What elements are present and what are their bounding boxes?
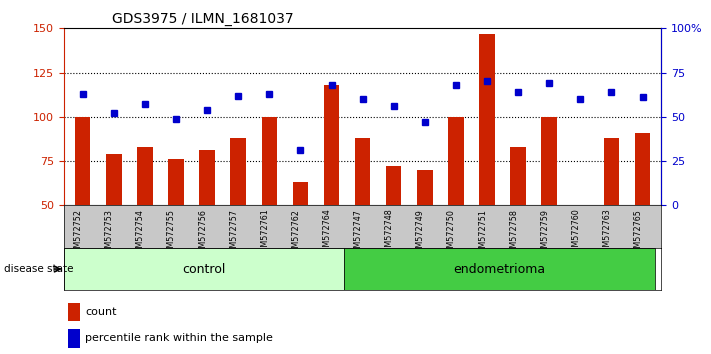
Bar xyxy=(68,329,80,348)
Bar xyxy=(572,205,588,209)
Text: GSM572759: GSM572759 xyxy=(540,209,549,258)
Bar xyxy=(324,85,339,205)
Bar xyxy=(137,147,153,205)
Text: GSM572756: GSM572756 xyxy=(198,209,207,258)
Text: GSM572747: GSM572747 xyxy=(353,209,363,258)
Bar xyxy=(448,117,464,205)
Text: GSM572764: GSM572764 xyxy=(323,209,331,257)
Text: GSM572749: GSM572749 xyxy=(416,209,424,258)
Bar xyxy=(293,182,308,205)
Bar xyxy=(355,138,370,205)
Bar xyxy=(230,138,246,205)
Bar xyxy=(262,117,277,205)
Text: GSM572761: GSM572761 xyxy=(260,209,269,257)
Text: endometrioma: endometrioma xyxy=(454,263,545,275)
Text: GSM572748: GSM572748 xyxy=(385,209,394,257)
Text: GSM572763: GSM572763 xyxy=(602,209,611,257)
Text: GSM572757: GSM572757 xyxy=(229,209,238,258)
Text: GSM572755: GSM572755 xyxy=(167,209,176,258)
Text: percentile rank within the sample: percentile rank within the sample xyxy=(85,333,273,343)
Bar xyxy=(604,138,619,205)
Bar xyxy=(75,117,90,205)
Bar xyxy=(344,248,655,290)
Bar xyxy=(106,154,122,205)
Bar xyxy=(510,147,526,205)
Text: control: control xyxy=(182,263,225,275)
Text: GSM572760: GSM572760 xyxy=(572,209,580,257)
Bar xyxy=(64,248,344,290)
Text: GSM572752: GSM572752 xyxy=(74,209,82,258)
Text: GSM572753: GSM572753 xyxy=(105,209,114,258)
Text: GSM572765: GSM572765 xyxy=(634,209,643,258)
Bar xyxy=(199,150,215,205)
Bar xyxy=(479,34,495,205)
Bar xyxy=(386,166,402,205)
Text: GSM572751: GSM572751 xyxy=(478,209,487,258)
Text: GDS3975 / ILMN_1681037: GDS3975 / ILMN_1681037 xyxy=(112,12,294,26)
Bar xyxy=(417,170,432,205)
Bar xyxy=(68,303,80,321)
Text: GSM572750: GSM572750 xyxy=(447,209,456,258)
Bar xyxy=(542,117,557,205)
Text: GSM572758: GSM572758 xyxy=(509,209,518,258)
Text: GSM572754: GSM572754 xyxy=(136,209,145,258)
Text: disease state: disease state xyxy=(4,264,73,274)
Text: GSM572762: GSM572762 xyxy=(292,209,300,258)
Text: count: count xyxy=(85,307,117,317)
Bar xyxy=(169,159,183,205)
Bar xyxy=(635,133,651,205)
